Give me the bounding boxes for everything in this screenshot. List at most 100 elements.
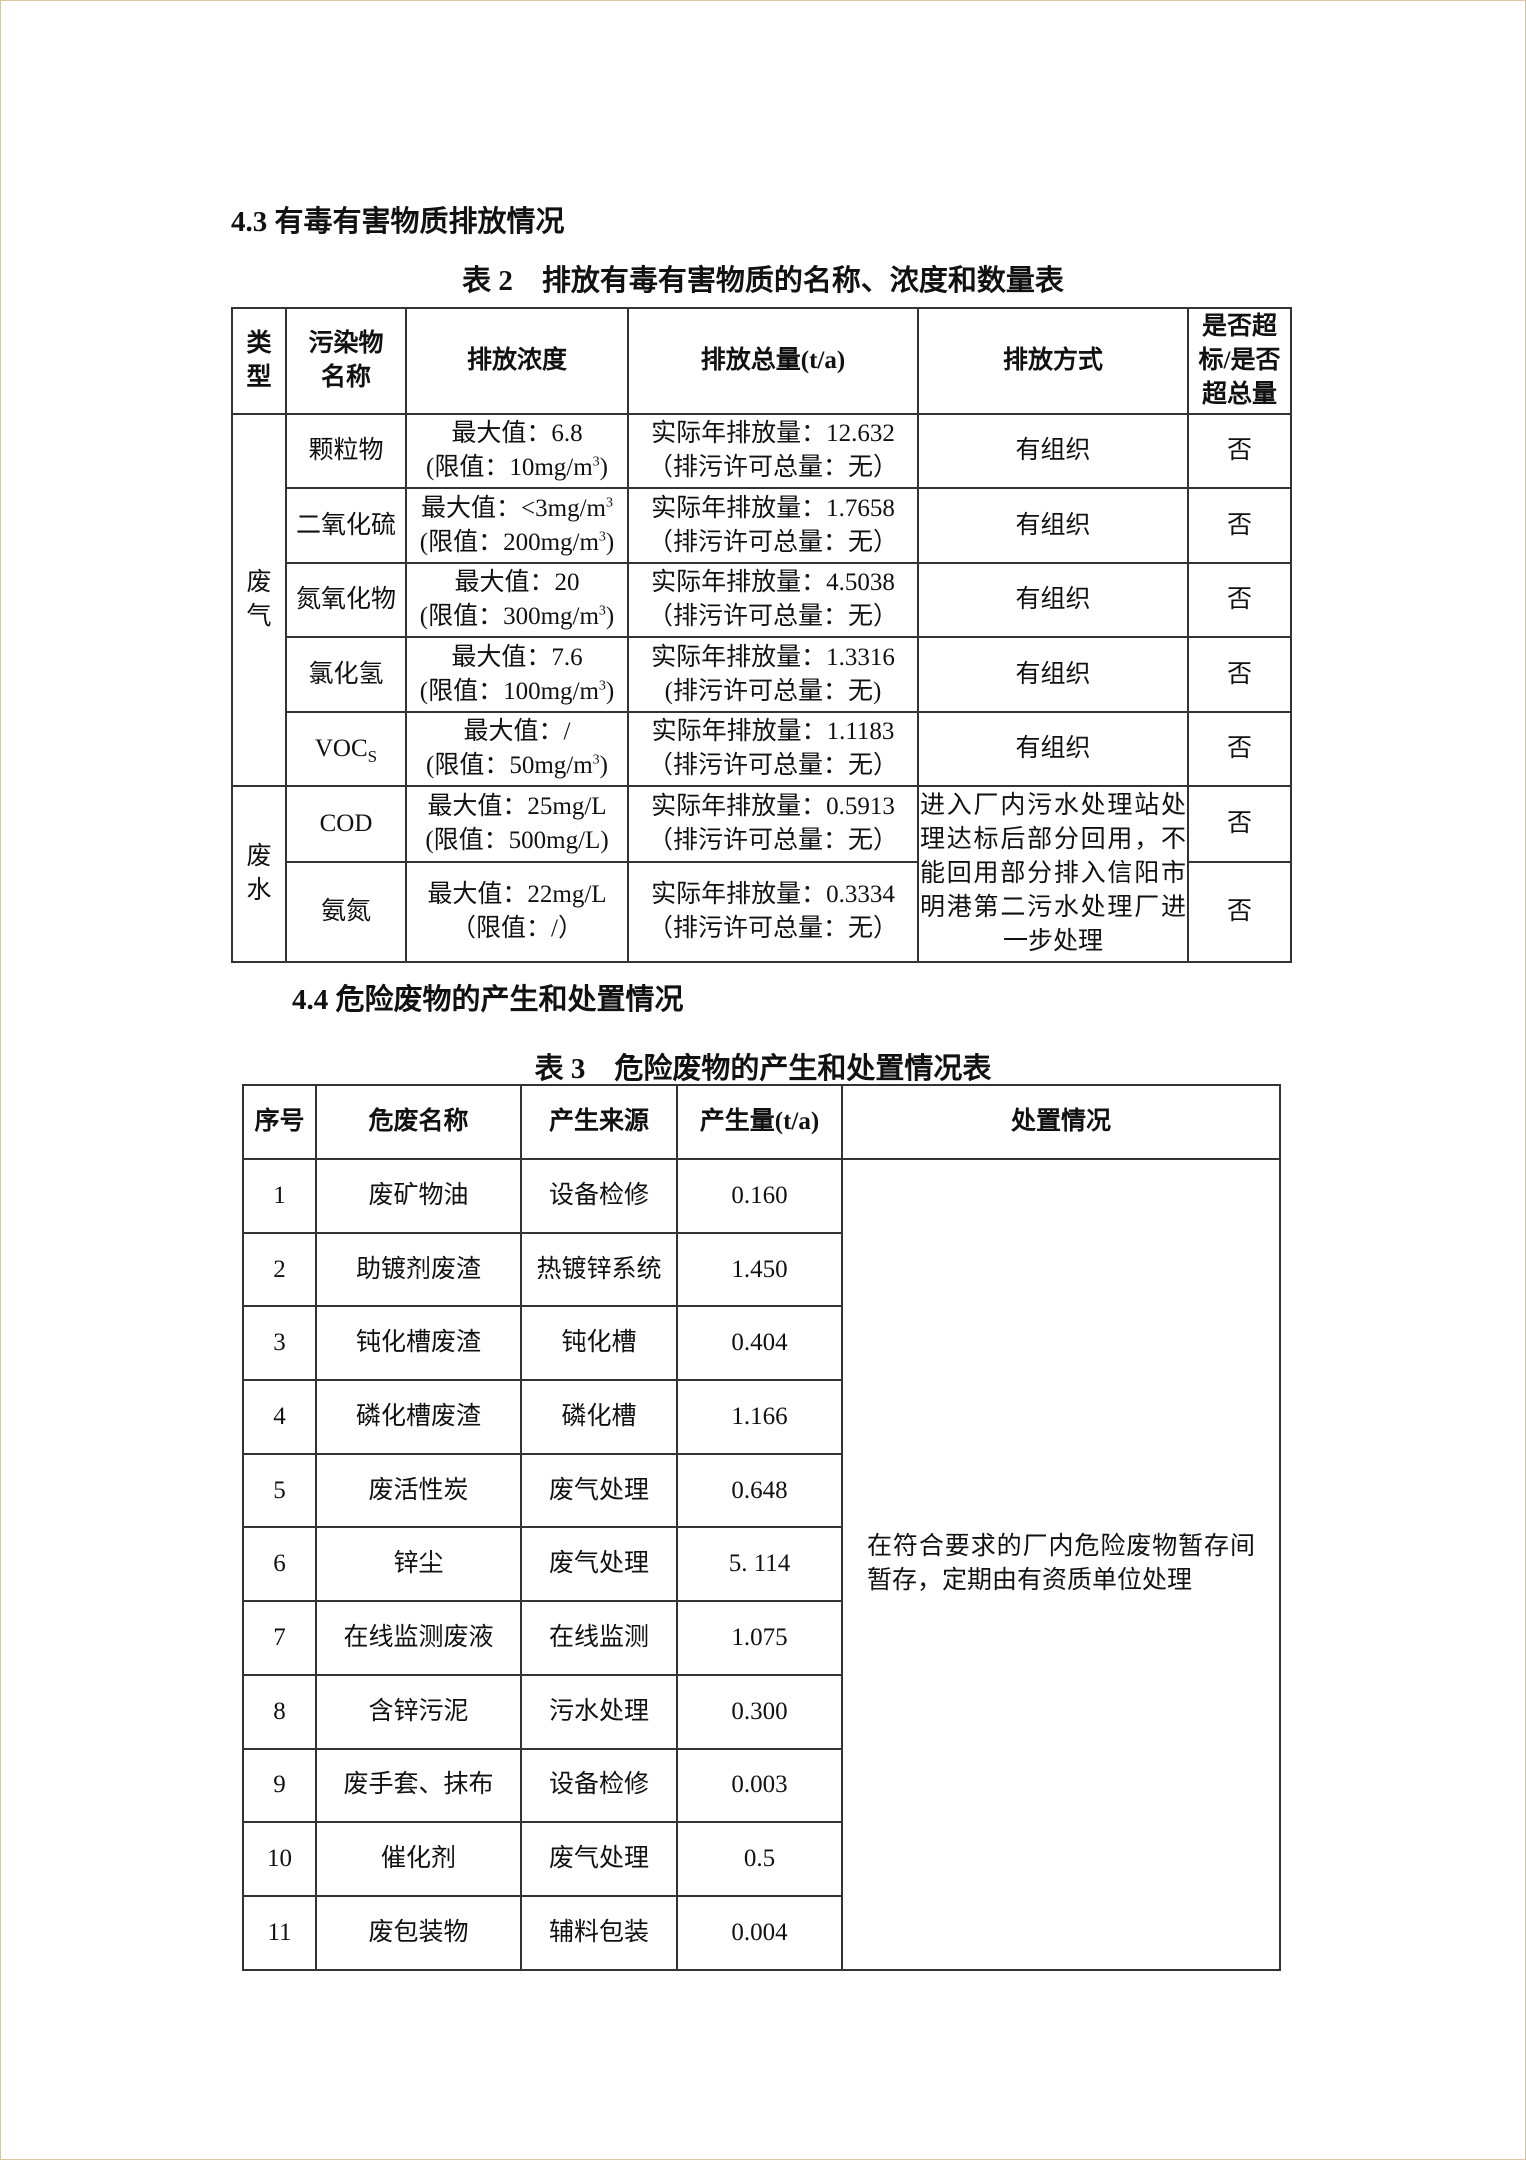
pollutant-name: 氯化氢 <box>285 636 407 713</box>
concentration: 最大值：25mg/L (限值：500mg/L) <box>405 785 629 863</box>
header-concentration: 排放浓度 <box>405 307 629 415</box>
table-row: 11 废包装物 辅料包装 0.004 <box>242 1894 1280 1971</box>
emission-total: 实际年排放量：0.5913 （排污许可总量：无） <box>627 785 919 863</box>
emission-method: 有组织 <box>917 487 1189 564</box>
pollutant-name: 氮氧化物 <box>285 562 407 638</box>
emission-total: 实际年排放量：12.632 （排污许可总量：无） <box>627 413 919 489</box>
emission-total: 实际年排放量：1.3316 (排污许可总量：无) <box>627 636 919 713</box>
table-row: 10 催化剂 废气处理 0.5 <box>242 1821 1280 1897</box>
waste-name: 钝化槽废渣 <box>315 1305 522 1382</box>
waste-name: 含锌污泥 <box>315 1673 522 1750</box>
waste-name: 在线监测废液 <box>315 1600 522 1676</box>
concentration: 最大值：7.6 (限值：100mg/m3) <box>405 636 629 713</box>
waste-name: 废包装物 <box>315 1894 522 1971</box>
table-row: VOCS 最大值：/(限值：50mg/m3) 实际年排放量：1.1183 （排污许可总… <box>232 711 1292 787</box>
table-row: 7 在线监测废液 在线监测 1.075 <box>242 1600 1280 1676</box>
section-heading-4-4: 4.4 危险废物的产生和处置情况 <box>292 984 684 1016</box>
table-row: 氮氧化物 最大值：20 (限值：300mg/m3) 实际年排放量：4.5038 （排污许… <box>232 562 1292 638</box>
no: 6 <box>242 1526 317 1603</box>
concentration: 最大值：20 (限值：300mg/m3) <box>405 562 629 638</box>
waste-name: 磷化槽废渣 <box>315 1379 522 1455</box>
source: 辅料包装 <box>520 1894 678 1971</box>
section-heading-4-3: 4.3 有毒有害物质排放情况 <box>231 206 565 238</box>
emission-method: 有组织 <box>917 711 1189 787</box>
exceed-status: 否 <box>1187 711 1292 787</box>
amount: 1.075 <box>676 1600 843 1676</box>
exceed-status: 否 <box>1187 487 1292 564</box>
amount: 1.450 <box>676 1231 843 1308</box>
source: 热镀锌系统 <box>520 1231 678 1308</box>
emission-method: 进入厂内污水处理站处理达标后部分回用，不能回用部分排入信阳市明港第二污水处理厂进… <box>917 785 1189 963</box>
table-row: 2 助镀剂废渣 热镀锌系统 1.450 <box>242 1231 1280 1308</box>
table-row: 8 含锌污泥 污水处理 0.300 <box>242 1673 1280 1750</box>
header-type: 类型 <box>231 307 287 415</box>
table-row: 氯化氢 最大值：7.6 (限值：100mg/m3) 实际年排放量：1.3316 (排污许… <box>232 636 1292 713</box>
header-total: 排放总量(t/a) <box>627 307 919 415</box>
emission-total: 实际年排放量：1.1183 （排污许可总量：无） <box>627 711 919 787</box>
no: 8 <box>242 1673 317 1750</box>
header-exceed: 是否超 标/是否 超总量 <box>1187 307 1292 415</box>
amount: 0.004 <box>676 1894 843 1971</box>
amount: 5. 114 <box>676 1526 843 1603</box>
no: 5 <box>242 1452 317 1529</box>
exceed-status: 否 <box>1187 785 1292 863</box>
exceed-status: 否 <box>1187 636 1292 713</box>
emission-total: 实际年排放量：0.3334 （排污许可总量：无） <box>627 861 919 963</box>
pollutant-name: 颗粒物 <box>285 413 407 489</box>
waste-name: 废手套、抹布 <box>315 1747 522 1824</box>
table-row: 5 废活性炭 废气处理 0.648 <box>242 1452 1280 1529</box>
no: 11 <box>242 1894 317 1971</box>
source: 设备检修 <box>520 1158 678 1234</box>
source: 废气处理 <box>520 1452 678 1529</box>
pollutant-name: 氨氮 <box>285 861 407 963</box>
waste-name: 催化剂 <box>315 1821 522 1897</box>
table2-header-row: 类型 污染物名称 排放浓度 排放总量(t/a) 排放方式 是否超 标/是否 超总量 <box>231 307 1292 415</box>
amount: 0.648 <box>676 1452 843 1529</box>
table3-caption: 表 3 危险废物的产生和处置情况表 <box>534 1053 992 1085</box>
source: 磷化槽 <box>520 1379 678 1455</box>
source: 废气处理 <box>520 1526 678 1603</box>
concentration: 最大值：/(限值：50mg/m3) <box>405 711 629 787</box>
emission-total: 实际年排放量：4.5038 （排污许可总量：无） <box>627 562 919 638</box>
no: 2 <box>242 1231 317 1308</box>
table2-emissions: 类型 污染物名称 排放浓度 排放总量(t/a) 排放方式 是否超 标/是否 超总量 … <box>231 307 1292 963</box>
header-amount: 产生量(t/a) <box>676 1084 843 1160</box>
waste-name: 废活性炭 <box>315 1452 522 1529</box>
pollutant-name: VOCS <box>285 711 407 787</box>
source: 在线监测 <box>520 1600 678 1676</box>
disposal: 在符合要求的厂内危险废物暂存间暂存，定期由有资质单位处理 <box>841 1158 1281 1971</box>
emission-method: 有组织 <box>917 562 1189 638</box>
table-row: 6 锌尘 废气处理 5. 114 <box>242 1526 1280 1603</box>
amount: 0.300 <box>676 1673 843 1750</box>
table-row: 二氧化硫 最大值：<3mg/m3 (限值：200mg/m3) 实际年排放量：1.765… <box>232 487 1292 564</box>
concentration: 最大值：<3mg/m3 (限值：200mg/m3) <box>405 487 629 564</box>
pollutant-name: COD <box>285 785 407 863</box>
waste-name: 锌尘 <box>315 1526 522 1603</box>
amount: 0.160 <box>676 1158 843 1234</box>
type-cell: 废水 <box>231 785 287 963</box>
emission-total: 实际年排放量：1.7658 （排污许可总量：无） <box>627 487 919 564</box>
no: 4 <box>242 1379 317 1455</box>
concentration: 最大值：22mg/L （限值：/） <box>405 861 629 963</box>
emission-method: 有组织 <box>917 636 1189 713</box>
amount: 0.003 <box>676 1747 843 1824</box>
pollutant-name: 二氧化硫 <box>285 487 407 564</box>
source: 设备检修 <box>520 1747 678 1824</box>
header-waste-name: 危废名称 <box>315 1084 522 1160</box>
amount: 0.5 <box>676 1821 843 1897</box>
no: 7 <box>242 1600 317 1676</box>
emission-method: 有组织 <box>917 413 1189 489</box>
table3-hazardous-waste: 序号 危废名称 产生来源 产生量(t/a) 处置情况 1 废矿物油 设备检修 0.16… <box>242 1084 1281 1971</box>
table2-caption: 表 2 排放有毒有害物质的名称、浓度和数量表 <box>462 265 1064 297</box>
header-no: 序号 <box>242 1084 317 1160</box>
header-pollutant-name: 污染物名称 <box>285 307 407 415</box>
header-method: 排放方式 <box>917 307 1189 415</box>
table-row: 氨氮 最大值：22mg/L （限值：/） 实际年排放量：0.3334 （排污许可总量：无… <box>232 861 1292 963</box>
amount: 0.404 <box>676 1305 843 1382</box>
waste-name: 废矿物油 <box>315 1158 522 1234</box>
table3-header-row: 序号 危废名称 产生来源 产生量(t/a) 处置情况 <box>242 1084 1281 1160</box>
no: 9 <box>242 1747 317 1824</box>
header-source: 产生来源 <box>520 1084 678 1160</box>
no: 3 <box>242 1305 317 1382</box>
table-row: 废气颗粒物 最大值：6.8 (限值：10mg/m3) 实际年排放量：12.632 （排污… <box>231 413 1292 787</box>
